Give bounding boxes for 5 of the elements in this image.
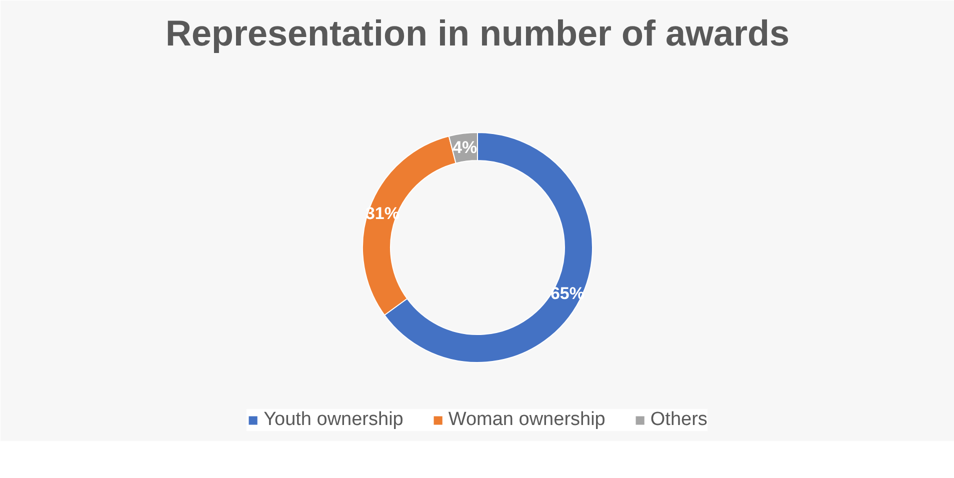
legend-label: Youth ownership — [264, 409, 404, 431]
legend-label: Woman ownership — [448, 409, 606, 431]
chart-title: Representation in number of awards — [165, 12, 790, 54]
data-label: 4% — [452, 138, 478, 157]
legend-label: Others — [650, 409, 708, 431]
